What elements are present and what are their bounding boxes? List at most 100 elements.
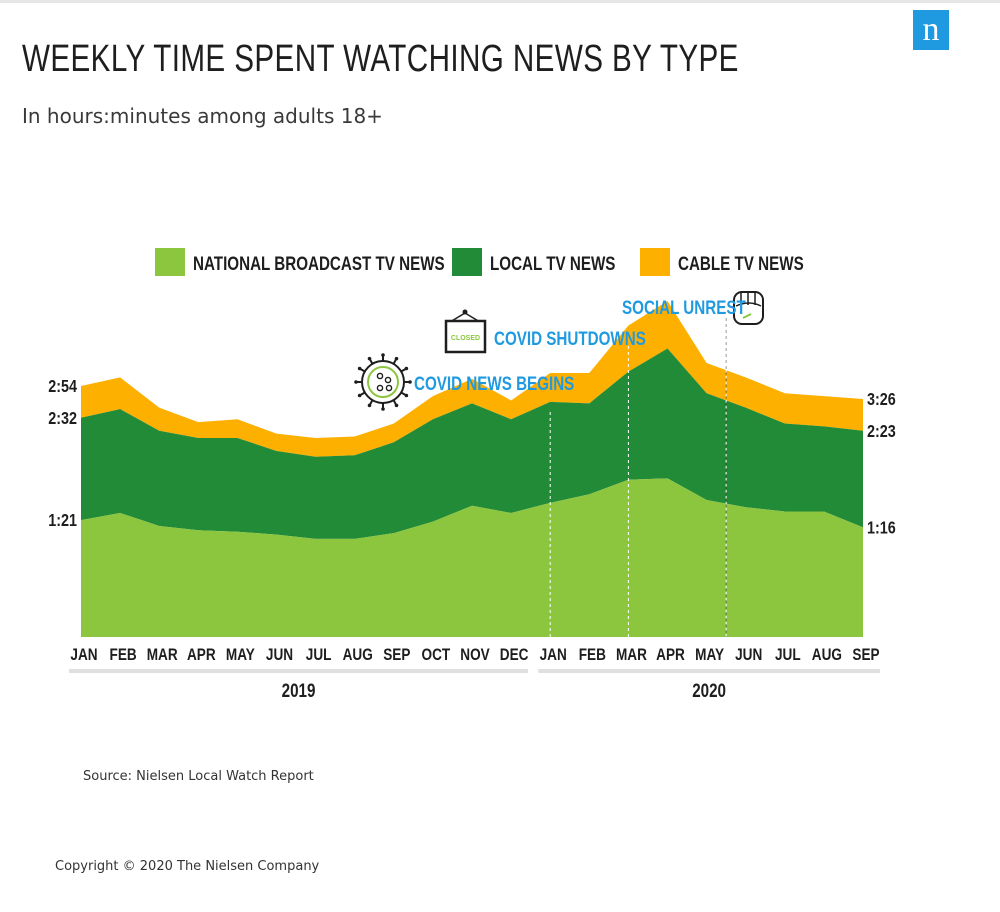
point-cable-9 <box>432 395 434 397</box>
left-value-label: 2:32 <box>48 408 77 428</box>
point-national-5 <box>276 534 278 536</box>
point-cable-18 <box>784 392 786 394</box>
point-national-1 <box>119 512 121 514</box>
x-tick-label: JUN <box>735 646 762 665</box>
point-national-9 <box>432 521 434 523</box>
point-local-9 <box>432 418 434 420</box>
fist-knuckle <box>735 302 762 307</box>
point-national-19 <box>823 511 825 513</box>
legend-label-2: CABLE TV NEWS <box>678 252 804 274</box>
point-local-11 <box>510 418 512 420</box>
point-cable-11 <box>510 399 512 401</box>
virus-spike-tip <box>354 380 358 384</box>
area-local-tv-news <box>81 348 863 539</box>
virus-spike <box>400 391 407 396</box>
point-cable-6 <box>315 437 317 439</box>
point-local-3 <box>197 437 199 439</box>
point-cable-16 <box>706 362 708 364</box>
left-value-label: 1:21 <box>48 511 77 531</box>
virus-dot <box>385 384 393 392</box>
point-local-7 <box>354 454 356 456</box>
point-local-0 <box>80 417 82 419</box>
virus-spike-tip <box>367 403 372 408</box>
legend-label-0: NATIONAL BROADCAST TV NEWS <box>193 252 445 274</box>
point-cable-7 <box>354 436 356 438</box>
virus-dot <box>376 384 384 392</box>
virus-spike-tip <box>404 366 409 371</box>
x-tick-label: AUG <box>812 646 842 665</box>
annotation-covid-shutdowns: COVID SHUTDOWNS <box>494 327 646 349</box>
year-groups: 2019 2020 <box>69 669 880 701</box>
point-national-3 <box>197 529 199 531</box>
right-value-label: 3:26 <box>867 390 896 410</box>
x-tick-label: FEB <box>579 646 606 665</box>
year-bar-2020 <box>538 669 880 673</box>
chart-title: WEEKLY TIME SPENT WATCHING NEWS BY TYPE <box>22 38 739 80</box>
legend-swatch-1 <box>452 248 482 276</box>
virus-spike-tip <box>367 356 372 361</box>
virus-spike <box>359 391 366 396</box>
point-cable-0 <box>80 385 82 387</box>
x-tick-label: JUL <box>306 646 332 665</box>
x-tick-label: AUG <box>343 646 373 665</box>
area-cable-tv-news <box>81 300 863 457</box>
point-national-17 <box>745 506 747 508</box>
point-national-20 <box>862 526 864 528</box>
point-national-6 <box>315 538 317 540</box>
virus-spike-tip <box>381 353 385 357</box>
point-national-18 <box>784 511 786 513</box>
point-cable-17 <box>745 376 747 378</box>
area-layers <box>81 300 863 637</box>
sign-closed-text: CLOSED <box>451 335 480 342</box>
virus-dot <box>376 372 384 380</box>
x-tick-label: JAN <box>540 646 567 665</box>
point-cable-14 <box>627 324 629 326</box>
point-national-10 <box>471 505 473 507</box>
point-local-19 <box>823 425 825 427</box>
virus-spike <box>359 368 366 373</box>
point-local-10 <box>471 402 473 404</box>
virus-dot <box>384 376 392 384</box>
point-cable-4 <box>236 418 238 420</box>
virus-icon <box>354 353 412 411</box>
virus-spike-tip <box>394 403 399 408</box>
x-tick-label: MAY <box>226 646 255 665</box>
point-local-13 <box>588 402 590 404</box>
point-local-2 <box>158 430 160 432</box>
point-national-15 <box>667 477 669 479</box>
virus-spike <box>400 368 407 373</box>
point-cable-1 <box>119 376 121 378</box>
raised-fist-icon <box>733 291 764 325</box>
point-national-13 <box>588 493 590 495</box>
fist-thumb <box>742 313 752 319</box>
right-value-label: 1:16 <box>867 518 896 538</box>
value-labels: 2:54 2:32 1:21 3:26 2:23 1:16 <box>48 377 896 538</box>
year-label-2020: 2020 <box>692 679 726 701</box>
point-national-7 <box>354 538 356 540</box>
point-local-18 <box>784 423 786 425</box>
area-national-broadcast-tv-news <box>81 478 863 637</box>
point-cable-13 <box>588 372 590 374</box>
sign-nail <box>462 309 468 315</box>
x-tick-label: MAR <box>616 646 647 665</box>
legend-swatch-2 <box>640 248 670 276</box>
point-national-0 <box>80 519 82 521</box>
x-tick-label: NOV <box>460 646 490 665</box>
sign-board <box>444 319 487 354</box>
x-tick-label: APR <box>187 646 216 665</box>
point-cable-2 <box>158 407 160 409</box>
chart-subtitle: In hours:minutes among adults 18+ <box>22 104 383 128</box>
virus-spike <box>369 358 374 365</box>
right-value-label: 2:23 <box>867 421 896 441</box>
left-value-label: 2:54 <box>48 377 77 397</box>
virus-inner-ring <box>367 366 399 398</box>
virus-spike <box>392 399 397 406</box>
point-cable-19 <box>823 395 825 397</box>
point-local-15 <box>667 348 669 350</box>
virus-spike <box>369 399 374 406</box>
x-tick-label: FEB <box>110 646 137 665</box>
point-local-12 <box>549 401 551 403</box>
x-tick-label: DEC <box>500 646 529 665</box>
source-note: Source: Nielsen Local Watch Report <box>83 769 314 784</box>
point-cable-8 <box>393 423 395 425</box>
